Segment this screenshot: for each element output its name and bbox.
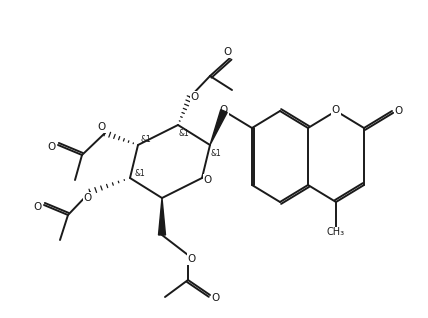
Text: CH₃: CH₃ [327, 227, 345, 237]
Text: O: O [48, 142, 56, 152]
Polygon shape [158, 198, 166, 235]
Text: O: O [220, 105, 228, 115]
Text: &1: &1 [135, 169, 146, 177]
Polygon shape [210, 110, 227, 145]
Text: &1: &1 [141, 135, 152, 144]
Text: O: O [224, 47, 232, 57]
Text: O: O [34, 202, 42, 212]
Text: O: O [188, 254, 196, 264]
Text: O: O [204, 175, 212, 185]
Text: O: O [395, 106, 403, 116]
Text: &1: &1 [178, 128, 189, 137]
Text: O: O [212, 293, 220, 303]
Text: O: O [98, 122, 106, 132]
Text: &1: &1 [211, 149, 221, 157]
Text: O: O [332, 105, 340, 115]
Text: O: O [84, 193, 92, 203]
Text: O: O [191, 92, 199, 102]
